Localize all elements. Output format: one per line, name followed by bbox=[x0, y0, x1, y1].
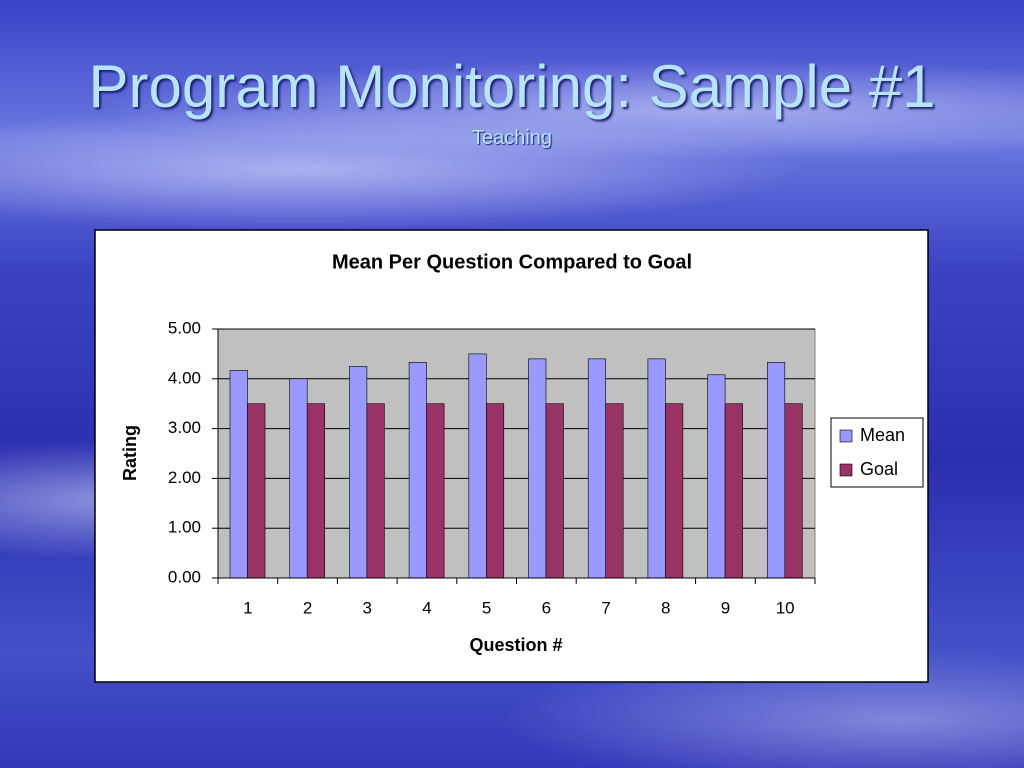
bar bbox=[485, 403, 505, 579]
x-tick-label: 2 bbox=[303, 598, 312, 617]
x-tick-label: 8 bbox=[661, 598, 670, 617]
chart-title: Mean Per Question Compared to Goal bbox=[332, 251, 692, 273]
bar bbox=[707, 374, 726, 579]
bar bbox=[528, 358, 547, 579]
y-tick-label: 3.00 bbox=[168, 418, 201, 437]
slide-subtitle: Teaching bbox=[471, 127, 553, 149]
legend-label: Mean bbox=[860, 425, 905, 445]
y-tick-label: 5.00 bbox=[168, 318, 201, 337]
bar bbox=[408, 362, 427, 579]
x-tick-label: 5 bbox=[482, 598, 491, 617]
legend-swatch bbox=[839, 429, 853, 443]
y-tick-label: 2.00 bbox=[168, 468, 201, 487]
bar bbox=[587, 358, 607, 579]
y-tick-label: 4.00 bbox=[168, 368, 201, 387]
y-tick-label: 0.00 bbox=[168, 567, 201, 586]
bar bbox=[605, 403, 624, 579]
x-tick-label: 7 bbox=[601, 598, 610, 617]
bar bbox=[665, 403, 684, 579]
x-axis-title: Question # bbox=[469, 635, 562, 655]
x-tick-label: 9 bbox=[721, 598, 730, 617]
slide-title: Program Monitoring: Sample #1 bbox=[88, 53, 936, 120]
bar bbox=[647, 358, 666, 579]
x-tick-label: 4 bbox=[422, 598, 431, 617]
x-tick-label: 1 bbox=[243, 598, 252, 617]
legend-label: Goal bbox=[860, 459, 898, 479]
x-tick-label: 6 bbox=[542, 598, 551, 617]
legend bbox=[830, 417, 924, 488]
bar bbox=[784, 403, 803, 579]
x-tick-label: 3 bbox=[363, 598, 372, 617]
y-tick-label: 1.00 bbox=[168, 518, 201, 537]
bar bbox=[289, 378, 308, 579]
bar bbox=[366, 403, 385, 579]
bar bbox=[229, 370, 248, 579]
y-axis-title: Rating bbox=[120, 425, 140, 481]
bar bbox=[426, 403, 445, 579]
bar bbox=[545, 403, 564, 579]
bar bbox=[349, 366, 368, 579]
legend-swatch bbox=[839, 463, 853, 477]
bar bbox=[468, 353, 487, 579]
bar bbox=[247, 403, 266, 579]
bar bbox=[306, 403, 326, 579]
x-tick-label: 10 bbox=[776, 598, 795, 617]
bar bbox=[724, 403, 743, 579]
bar bbox=[766, 362, 786, 579]
